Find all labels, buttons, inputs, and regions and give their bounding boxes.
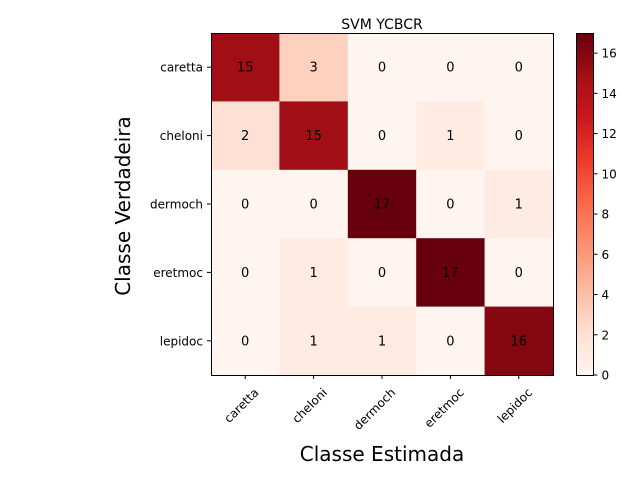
heatmap-cell (211, 33, 280, 102)
colorbar-tick-label: 10 (602, 167, 617, 181)
cell-value-label: 1 (309, 334, 317, 349)
heatmap-cell (279, 238, 349, 308)
y-tick-label: cheloni (160, 129, 203, 143)
cell-value-label: 0 (515, 61, 523, 76)
heatmap-cell (211, 101, 280, 171)
heatmap-cell (416, 169, 486, 239)
cell-value-label: 0 (515, 266, 523, 281)
y-axis-ticks: caretta cheloni dermoch eretmoc lepidoc (150, 61, 211, 348)
heatmap-cell (484, 306, 554, 376)
x-axis-label: Classe Estimada (300, 442, 464, 466)
cell-value-label: 17 (442, 266, 459, 281)
heatmap-cell-labels: 15 3 0 0 0 2 15 0 1 0 0 0 17 0 1 0 1 0 17 0 0 1 1 0 16 (237, 61, 527, 350)
y-tick-label: eretmoc (153, 266, 203, 280)
y-tick-label: dermoch (150, 198, 203, 212)
heatmap-cell (211, 169, 280, 239)
heatmap-cell (416, 306, 486, 376)
cell-value-label: 0 (446, 198, 454, 213)
heatmap-cell (347, 101, 417, 171)
y-tick-label: lepidoc (160, 334, 203, 348)
chart-title: SVM YCBCR (341, 17, 423, 33)
y-tick-label: caretta (160, 61, 203, 75)
cell-value-label: 16 (511, 334, 528, 349)
y-axis-label: Classe Verdadeira (111, 116, 135, 296)
cell-value-label: 0 (241, 198, 249, 213)
colorbar-tick-label: 14 (602, 87, 617, 101)
cell-value-label: 0 (378, 266, 386, 281)
heatmap-cell (347, 33, 417, 102)
colorbar-tick-label: 2 (602, 328, 610, 342)
cell-value-label: 1 (309, 266, 317, 281)
cell-value-label: 0 (378, 61, 386, 76)
heatmap-cell (416, 33, 486, 102)
cell-value-label: 0 (378, 129, 386, 144)
heatmap-cell (484, 169, 554, 239)
heatmap-cell (484, 101, 554, 171)
cell-value-label: 1 (515, 198, 523, 213)
colorbar-tick-label: 6 (602, 248, 610, 262)
heatmap-cell (279, 169, 349, 239)
heatmap-cell (347, 169, 417, 239)
heatmap-cells (211, 33, 554, 376)
cell-value-label: 0 (241, 334, 249, 349)
colorbar (576, 33, 594, 376)
colorbar-tick-label: 0 (602, 369, 610, 383)
heatmap-cell (347, 306, 417, 376)
cell-value-label: 1 (446, 129, 454, 144)
heatmap-cell (416, 101, 486, 171)
cell-value-label: 0 (446, 334, 454, 349)
heatmap-cell (279, 33, 349, 102)
colorbar-tick-label: 16 (602, 47, 617, 61)
cell-value-label: 15 (237, 61, 254, 76)
cell-value-label: 0 (309, 198, 317, 213)
cell-value-label: 1 (378, 334, 386, 349)
cell-value-label: 15 (305, 129, 322, 144)
colorbar-ticks: 0 2 4 6 8 10 12 14 16 (593, 47, 617, 383)
cell-value-label: 0 (515, 129, 523, 144)
cell-value-label: 17 (374, 198, 391, 213)
heatmap-cell (416, 238, 486, 308)
cell-value-label: 0 (446, 61, 454, 76)
heatmap-cell (211, 306, 280, 376)
heatmap-cell (484, 238, 554, 308)
cell-value-label: 0 (241, 266, 249, 281)
cell-value-label: 3 (309, 61, 317, 76)
colorbar-tick-label: 12 (602, 127, 617, 141)
cell-value-label: 2 (241, 129, 249, 144)
colorbar-tick-label: 4 (602, 288, 610, 302)
colorbar-tick-label: 8 (602, 208, 610, 222)
heatmap-cell (279, 306, 349, 376)
heatmap-cell (211, 238, 280, 308)
heatmap-cell (484, 33, 554, 102)
heatmap-cell (347, 238, 417, 308)
heatmap-cell (279, 101, 349, 171)
